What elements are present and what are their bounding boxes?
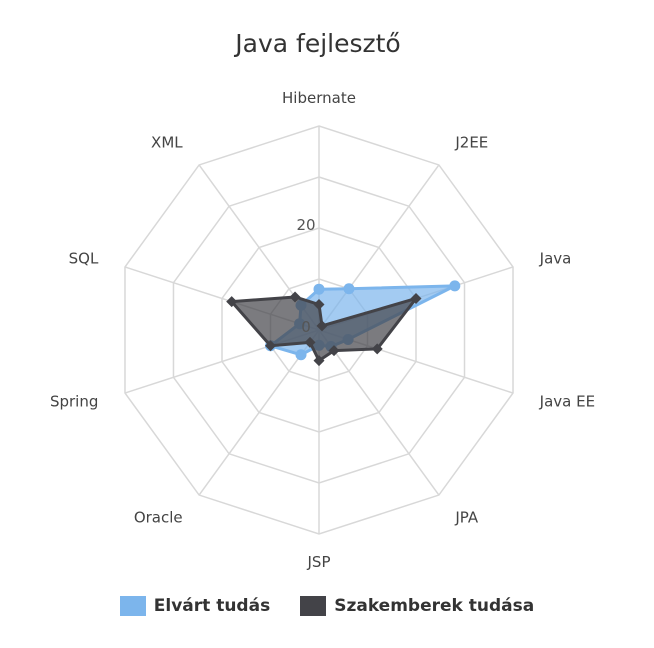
point-szakemberek-tudasa-hibernate[interactable] — [313, 299, 325, 310]
point-elvart-tudas-java[interactable] — [449, 280, 461, 292]
legend-item-elvart-tudas[interactable]: Elvárt tudás — [119, 596, 271, 616]
point-szakemberek-tudasa-j2ee[interactable] — [316, 320, 328, 332]
point-szakemberek-tudasa-java[interactable] — [410, 292, 422, 304]
point-szakemberek-tudasa-oracle[interactable] — [304, 336, 316, 348]
legend-label-szakemberek-tudasa: Szakemberek tudása — [334, 596, 535, 616]
point-szakemberek-tudasa-spring[interactable] — [264, 340, 276, 352]
axis-label-hibernate: Hibernate — [282, 89, 356, 107]
axis-label-j2ee: J2EE — [454, 133, 488, 151]
legend-swatch-szakemberek-tudasa — [300, 596, 327, 616]
point-elvart-tudas-j2ee[interactable] — [343, 283, 355, 295]
point-szakemberek-tudasa-jsp[interactable] — [313, 355, 325, 367]
tick-label-20: 20 — [296, 216, 315, 234]
axis-label-java: Java — [539, 249, 572, 267]
axis-label-sql: SQL — [69, 249, 99, 267]
legend-label-elvart-tudas: Elvárt tudás — [153, 596, 271, 616]
point-szakemberek-tudasa-sql[interactable] — [226, 296, 238, 308]
tick-labels: 0 20 — [296, 216, 315, 336]
chart-title: Java fejlesztő — [233, 29, 400, 58]
point-szakemberek-tudasa-java-ee[interactable] — [371, 343, 383, 355]
point-elvart-tudas-hibernate[interactable] — [313, 283, 325, 295]
point-szakemberek-tudasa-jpa[interactable] — [328, 345, 340, 357]
axis-labels: Hibernate J2EE Java Java EE JPA JSP Oracle Spri… — [50, 89, 595, 571]
axis-label-jsp: JSP — [307, 553, 331, 571]
legend-item-szakemberek-tudasa[interactable]: Szakemberek tudása — [300, 596, 534, 616]
tick-label-0: 0 — [301, 318, 311, 336]
axis-label-oracle: Oracle — [134, 509, 183, 527]
legend-swatch-elvart-tudas — [119, 596, 146, 616]
legend: Elvárt tudás Szakemberek tudása — [0, 596, 654, 616]
axis-label-xml: XML — [151, 133, 183, 151]
spoke-jpa — [318, 329, 440, 496]
axis-label-spring: Spring — [50, 393, 98, 411]
series-szakemberek-tudasa — [226, 291, 422, 367]
series — [226, 280, 461, 367]
axis-label-java-ee: Java EE — [539, 393, 595, 411]
point-szakemberek-tudasa-xml[interactable] — [289, 291, 301, 303]
axis-label-jpa: JPA — [454, 509, 479, 527]
point-elvart-tudas-oracle[interactable] — [295, 349, 307, 361]
